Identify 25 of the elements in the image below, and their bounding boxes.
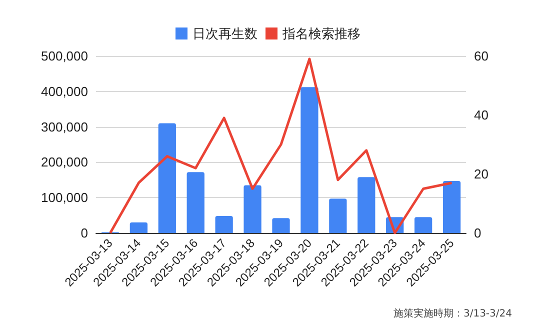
legend-label: 指名検索推移 (282, 26, 360, 41)
legend-label: 日次再生数 (192, 26, 258, 41)
bar (414, 217, 432, 233)
bar (215, 216, 233, 233)
y2-tick-label: 60 (474, 48, 488, 64)
bar (130, 222, 148, 233)
bar (300, 87, 318, 233)
y2-tick-label: 20 (474, 166, 488, 182)
y-tick-label: 400,000 (41, 84, 88, 99)
bar (244, 185, 262, 233)
y-tick-label: 100,000 (41, 190, 88, 206)
y2-tick-label: 40 (474, 108, 488, 122)
y-tick-label: 200,000 (41, 154, 88, 170)
y-tick-label: 300,000 (41, 119, 88, 134)
bar (329, 198, 347, 233)
y-tick-label: 500,000 (41, 48, 88, 64)
bar (442, 180, 461, 233)
y-tick-label: 0 (80, 226, 88, 240)
bar (186, 172, 204, 233)
bar (158, 123, 176, 233)
line-series (108, 58, 454, 234)
bar (358, 177, 376, 233)
y2-tick-label: 0 (474, 226, 482, 240)
bar (272, 218, 290, 233)
text: 施策実施時期：3/13-3/24 (393, 308, 512, 320)
